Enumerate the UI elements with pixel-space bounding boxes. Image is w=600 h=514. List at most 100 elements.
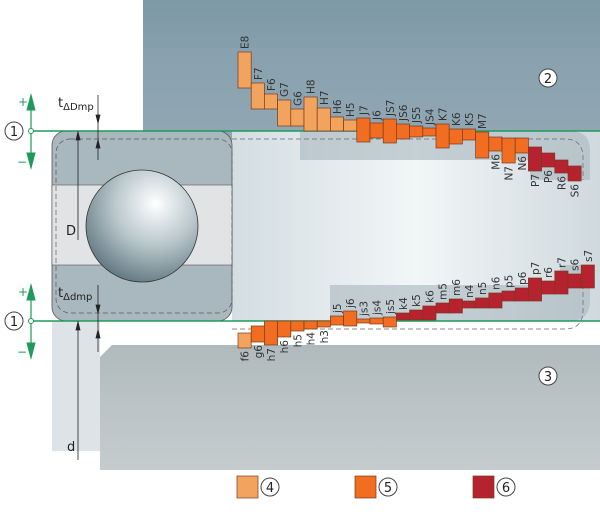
tolerance-zone-M6 — [488, 136, 503, 152]
tolerance-label: H6 — [332, 99, 344, 114]
tolerance-label: H5 — [345, 102, 357, 117]
tolerance-zone-K7 — [435, 123, 450, 149]
dimension-arrows — [75, 95, 101, 460]
tolerance-zone-js3 — [356, 318, 371, 324]
svg-text:1: 1 — [10, 125, 18, 140]
tolerance-label: M7 — [477, 113, 489, 129]
tolerance-zone-k5 — [409, 309, 424, 321]
callout-3-shaft: 3 — [538, 366, 558, 386]
tolerance-label: F6 — [266, 78, 278, 91]
tolerance-zone-H7 — [316, 107, 331, 132]
legend-label: 5 — [384, 481, 392, 496]
legend: 4 5 6 — [236, 475, 516, 499]
tolerance-zone-G6 — [290, 108, 305, 127]
tolerance-zone-j5 — [330, 315, 344, 326]
tolerance-zone-K6 — [448, 128, 463, 145]
tolerance-zone-JS5 — [409, 125, 424, 138]
tolerance-zone-J7 — [356, 117, 371, 143]
tolerance-label: js5 — [385, 299, 397, 315]
tolerance-label: G6 — [292, 91, 304, 106]
tolerance-label: K5 — [464, 112, 476, 126]
tolerance-zone-S6 — [567, 165, 582, 182]
tolerance-label: r7 — [556, 257, 568, 268]
tolerance-zone-s6 — [567, 273, 582, 289]
tolerance-label: r6 — [543, 267, 555, 278]
tolerance-zone-G7 — [277, 99, 292, 127]
callout-2-housing: 2 — [538, 68, 558, 88]
tolerance-zone-m6 — [448, 298, 463, 314]
tolerance-zone-R6 — [554, 159, 569, 174]
tolerance-label: JS5 — [411, 107, 423, 124]
legend-callout-6 — [496, 477, 516, 497]
tolerance-label: P6 — [543, 170, 555, 183]
tolerance-label: k5 — [411, 294, 423, 307]
tolerance-label: m5 — [438, 283, 450, 300]
tolerance-zone-n4 — [462, 300, 476, 309]
tolerance-zone-F7 — [250, 82, 265, 110]
minus-sign-outer: − — [17, 155, 27, 169]
tolerance-label: JS7 — [385, 100, 397, 117]
tolerance-zone-p5 — [501, 290, 516, 302]
tolerance-zone-k4 — [396, 312, 410, 321]
tolerance-label: G7 — [279, 82, 291, 97]
tolerance-zone-J6 — [369, 122, 384, 139]
shaft-seat — [330, 265, 590, 321]
tolerance-label: N6 — [517, 156, 529, 171]
shaft — [100, 345, 600, 470]
tolerance-label: h3 — [319, 330, 331, 343]
tolerance-zone-n5 — [475, 297, 490, 309]
tolerance-zone-f6 — [237, 332, 252, 349]
tolerance-label: J7 — [358, 105, 370, 116]
tolerance-zone-H6 — [330, 116, 344, 132]
tolerance-zone-r7 — [554, 270, 569, 295]
callout-1-inner: 1 — [4, 311, 24, 331]
tolerance-label: s7 — [583, 250, 595, 262]
tolerance-label: J6 — [372, 110, 384, 121]
tolerance-label: K7 — [438, 107, 450, 121]
tolerance-zone-h6 — [277, 320, 292, 338]
tolerance-zone-H5 — [343, 119, 358, 132]
tolerance-label: K6 — [451, 112, 463, 126]
svg-text:1: 1 — [10, 315, 18, 330]
tolerance-label: F7 — [253, 67, 265, 80]
tolerance-zone-h3 — [316, 320, 331, 328]
tolerance-zone-JS4 — [422, 127, 437, 137]
tolerance-label: h5 — [292, 334, 304, 347]
tolerance-label: k4 — [398, 297, 410, 310]
tolerance-label: s6 — [570, 259, 582, 271]
callout-1-outer: 1 — [4, 121, 24, 141]
tolerance-zone-H8 — [303, 96, 318, 132]
tolerance-zone-P6 — [541, 152, 556, 168]
legend-label: 4 — [266, 481, 274, 496]
tolerance-zone-m5 — [435, 302, 450, 314]
tolerance-label: h6 — [279, 340, 291, 354]
tolerance-zone-js4 — [369, 317, 384, 325]
legend-swatch-6 — [472, 475, 495, 499]
tolerance-label: JS4 — [424, 108, 436, 126]
tolerance-label: E8 — [240, 36, 252, 49]
tolerance-zone-h7 — [264, 320, 278, 346]
tolerance-zone-n6 — [488, 292, 503, 309]
tolerance-label: j5 — [332, 303, 344, 314]
tolerance-zone-k6 — [422, 305, 437, 321]
tolerance-label: JS6 — [398, 104, 410, 122]
tolerance-zone-j6 — [343, 310, 358, 327]
tolerance-zone-P7 — [528, 146, 542, 172]
tolerance-label: p7 — [530, 262, 542, 275]
tolerance-label: js3 — [358, 301, 370, 317]
tolerance-label: n6 — [490, 276, 502, 290]
tolerance-zone-h4 — [303, 320, 318, 330]
tolerance-label: n4 — [464, 284, 476, 298]
tolerance-zone-h5 — [290, 320, 305, 332]
legend-swatch-5 — [354, 475, 377, 499]
tolerance-zone-N6 — [514, 137, 529, 154]
legend-callout-4 — [260, 477, 280, 497]
tolerance-zone-JS7 — [382, 118, 397, 144]
tolerance-label: R6 — [556, 176, 568, 190]
tolerance-label: n5 — [477, 282, 489, 295]
tolerance-label: h4 — [306, 332, 318, 346]
tolerance-label: h7 — [266, 348, 278, 361]
tolerance-zone-JS6 — [396, 123, 410, 140]
